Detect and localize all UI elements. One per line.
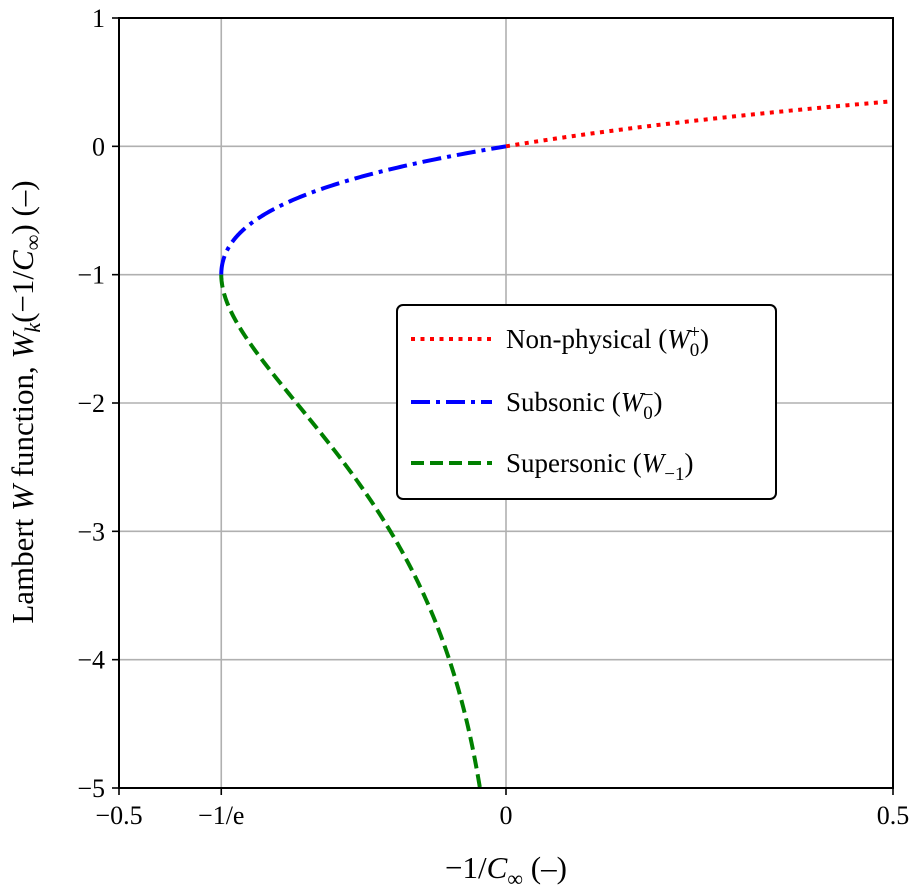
x-axis-title: −1/C∞ (–)	[445, 850, 567, 891]
y-axis-title: Lambert W function, Wk(−1/C∞) (–)	[5, 180, 45, 623]
x-tick-label: −1/e	[198, 801, 244, 830]
y-tick-label: −2	[77, 389, 105, 418]
legend-label-non-physical: Non-physical (W0+)	[506, 322, 709, 361]
y-tick-label: −1	[77, 261, 105, 290]
y-tick-label: −5	[77, 774, 105, 803]
legend-label-supersonic: Supersonic (W−1)	[506, 448, 693, 485]
x-tick-label: −0.5	[95, 801, 142, 830]
y-tick-label: −3	[77, 517, 105, 546]
y-tick-label: 1	[92, 4, 105, 33]
legend-label-subsonic: Subsonic (W0−)	[506, 385, 662, 424]
series-supersonic	[219, 274, 482, 789]
data-series	[219, 99, 894, 789]
x-tick-label: 0	[500, 801, 513, 830]
y-tick-label: −4	[77, 646, 105, 675]
x-tick-label: 0.5	[877, 801, 910, 830]
y-tick-label: 0	[92, 132, 105, 161]
legend-box	[396, 304, 777, 500]
series-subsonic	[219, 144, 507, 275]
series-non-physical	[505, 99, 894, 149]
axis-ticks: −0.5 −1/e 0 0.5 1 0 −1 −2 −3 −4 −5	[77, 4, 909, 830]
legend: Non-physical (W0+) Subsonic (W0−) Supers…	[396, 304, 777, 500]
